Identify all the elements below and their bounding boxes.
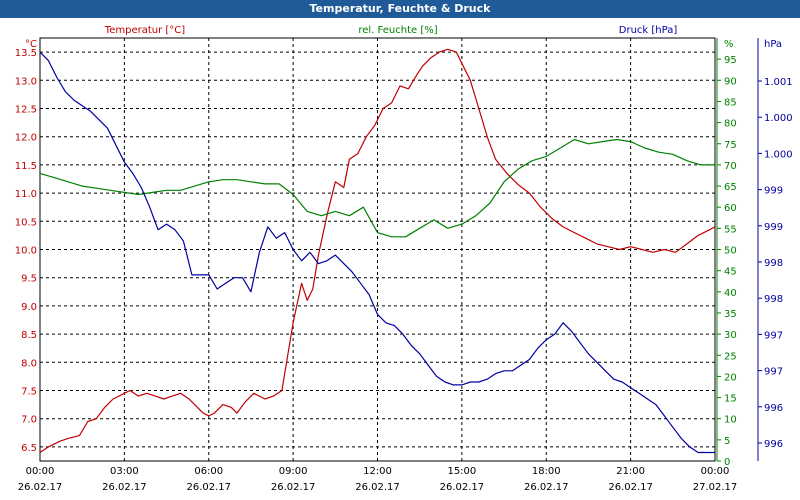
- temperature-tick-label: 11.5: [15, 161, 37, 172]
- x-tick-label-time: 15:00: [447, 466, 476, 477]
- temperature-unit: °C: [25, 39, 37, 50]
- humidity-tick-label: 80: [724, 119, 737, 130]
- pressure-tick-label: 999: [764, 186, 783, 197]
- humidity-tick-label: 75: [724, 140, 737, 151]
- x-tick-label-time: 00:00: [701, 466, 730, 477]
- x-tick-label-date: 26.02.17: [608, 482, 653, 493]
- x-tick-label-time: 18:00: [532, 466, 561, 477]
- temperature-tick-label: 9.5: [21, 274, 37, 285]
- x-tick-label-date: 26.02.17: [440, 482, 485, 493]
- pressure-axis-label: Druck [hPa]: [619, 25, 678, 36]
- humidity-tick-label: 45: [724, 267, 737, 278]
- chart-canvas: 00:00 26.02.17 03:00 26.02.17 06:00 26.02.17 0…: [15, 25, 793, 493]
- humidity-tick-label: 15: [724, 394, 737, 405]
- temperature-tick-label: 6.5: [21, 443, 37, 454]
- pressure-tick-label: 998: [764, 294, 783, 305]
- humidity-tick-label: 50: [724, 246, 737, 257]
- temperature-tick-label: 13.0: [15, 76, 37, 87]
- humidity-tick-label: 35: [724, 309, 737, 320]
- temperature-tick-label: 13.5: [15, 48, 37, 59]
- pressure-tick-label: 998: [764, 258, 783, 269]
- humidity-tick-label: 25: [724, 351, 737, 362]
- humidity-unit: %: [724, 39, 734, 50]
- humidity-axis-label: rel. Feuchte [%]: [358, 25, 437, 36]
- x-tick-label-time: 09:00: [279, 466, 308, 477]
- temperature-tick-label: 10.0: [15, 246, 37, 257]
- temperature-tick-label: 12.5: [15, 105, 37, 116]
- pressure-tick-label: 996: [764, 403, 783, 414]
- humidity-tick-label: 70: [724, 161, 737, 172]
- series-line-temperature: [39, 48, 716, 453]
- pressure-tick-label: 997: [764, 330, 783, 341]
- temperature-tick-label: 8.5: [21, 330, 37, 341]
- humidity-tick-label: 95: [724, 55, 737, 66]
- temperature-tick-label: 7.5: [21, 387, 37, 398]
- x-tick-label-time: 00:00: [26, 466, 55, 477]
- humidity-tick-label: 30: [724, 330, 737, 341]
- pressure-tick-label: 1.000: [764, 113, 793, 124]
- x-tick-label-time: 12:00: [363, 466, 392, 477]
- pressure-tick-label: 996: [764, 439, 783, 450]
- temperature-tick-label: 7.0: [21, 415, 37, 426]
- humidity-tick-label: 5: [724, 436, 730, 447]
- x-tick-label-time: 06:00: [194, 466, 223, 477]
- x-tick-label-date: 26.02.17: [271, 482, 316, 493]
- humidity-tick-label: 90: [724, 76, 737, 87]
- pressure-tick-label: 1.000: [764, 149, 793, 160]
- x-tick-label-date: 26.02.17: [355, 482, 400, 493]
- chart-title: Temperatur, Feuchte & Druck: [0, 0, 800, 18]
- humidity-tick-label: 65: [724, 182, 737, 193]
- temperature-tick-label: 12.0: [15, 133, 37, 144]
- humidity-tick-label: 20: [724, 372, 737, 383]
- x-tick-label-time: 03:00: [110, 466, 139, 477]
- x-tick-label-date: 26.02.17: [186, 482, 231, 493]
- humidity-tick-label: 0: [724, 457, 730, 468]
- series-line-humidity: [39, 138, 715, 238]
- temperature-axis-label: Temperatur [°C]: [104, 25, 185, 36]
- series-line-pressure: [39, 51, 715, 454]
- humidity-tick-label: 60: [724, 203, 737, 214]
- humidity-tick-label: 85: [724, 97, 737, 108]
- temperature-tick-label: 8.0: [21, 358, 37, 369]
- temperature-tick-label: 10.5: [15, 217, 37, 228]
- x-tick-label-date: 26.02.17: [18, 482, 63, 493]
- humidity-tick-label: 40: [724, 288, 737, 299]
- humidity-tick-label: 10: [724, 415, 737, 426]
- humidity-tick-label: 55: [724, 224, 737, 235]
- pressure-unit: hPa: [764, 39, 782, 50]
- pressure-tick-label: 997: [764, 367, 783, 378]
- temperature-tick-label: 9.0: [21, 302, 37, 313]
- temperature-tick-label: 11.0: [15, 189, 37, 200]
- pressure-tick-label: 999: [764, 222, 783, 233]
- x-tick-label-date: 27.02.17: [693, 482, 738, 493]
- x-tick-label-date: 26.02.17: [102, 482, 147, 493]
- x-tick-label-date: 26.02.17: [524, 482, 569, 493]
- pressure-tick-label: 1.001: [764, 77, 793, 88]
- x-tick-label-time: 21:00: [616, 466, 645, 477]
